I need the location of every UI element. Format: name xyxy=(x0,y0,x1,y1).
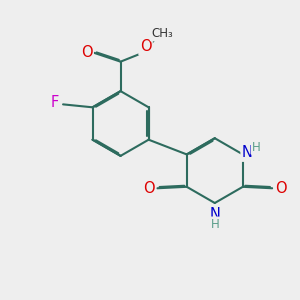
Text: H: H xyxy=(252,141,260,154)
Text: CH₃: CH₃ xyxy=(151,27,173,40)
Text: F: F xyxy=(51,95,59,110)
Text: N: N xyxy=(209,207,220,222)
Text: O: O xyxy=(81,45,92,60)
Text: N: N xyxy=(242,146,253,160)
Text: O: O xyxy=(275,181,286,196)
Text: H: H xyxy=(210,218,219,231)
Text: O: O xyxy=(143,181,155,196)
Text: O: O xyxy=(140,39,152,54)
